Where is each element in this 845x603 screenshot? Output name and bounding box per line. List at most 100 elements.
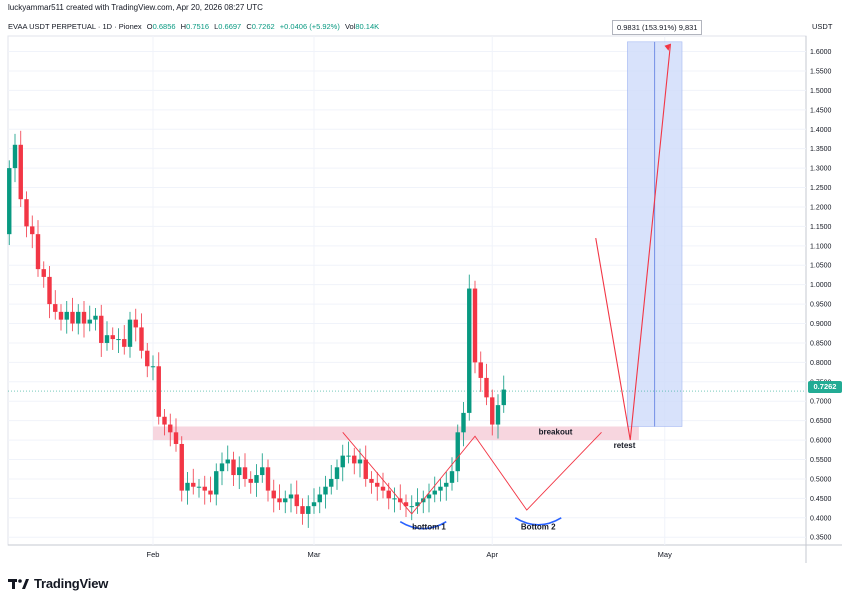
close-value: 0.7262	[251, 22, 275, 31]
symbol-legend: EVAA USDT PERPETUAL · 1D · Pionex O0.685…	[8, 22, 379, 31]
candle-body	[409, 506, 414, 508]
candle-body	[363, 459, 368, 479]
candle-body	[104, 335, 110, 343]
candle-body	[472, 288, 478, 363]
candle-body	[288, 494, 294, 499]
candle-body	[225, 459, 230, 464]
candle-body	[145, 350, 150, 367]
y-tick-label: 1.6000	[810, 49, 832, 56]
resistance-zone	[153, 426, 639, 441]
projection-label: 0.9831 (153.91%) 9,831	[612, 20, 703, 35]
candle-body	[323, 486, 328, 495]
candle-body	[127, 319, 133, 347]
candle-body	[277, 498, 282, 503]
y-tick-label: 0.3500	[810, 535, 832, 542]
low-value: 0.6697	[218, 22, 242, 31]
tradingview-mark-icon	[8, 578, 29, 589]
symbol-title[interactable]: EVAA USDT PERPETUAL · 1D · Pionex	[8, 22, 142, 31]
y-tick-label: 1.2000	[810, 204, 832, 211]
candle-body	[173, 432, 179, 444]
candle-body	[53, 304, 58, 312]
y-tick-label: 1.0000	[810, 282, 832, 289]
candle-body	[70, 311, 75, 324]
candle-body	[403, 502, 409, 507]
candle-body	[300, 506, 305, 514]
candle-body	[340, 455, 345, 468]
y-tick-label: 1.3500	[810, 146, 832, 153]
candle-body	[202, 486, 207, 491]
plot-frame	[7, 35, 807, 546]
candle-body	[87, 319, 92, 324]
candle-body	[237, 467, 242, 476]
candle-body	[432, 490, 437, 495]
candle-body	[449, 471, 455, 483]
candle-body	[242, 467, 248, 479]
candle-body	[426, 494, 432, 499]
projection-line	[595, 43, 672, 441]
candle-body	[18, 144, 23, 200]
currency-label[interactable]: USDT	[812, 22, 833, 31]
candle-body	[7, 168, 12, 235]
candle-body	[196, 486, 202, 488]
candle-body	[116, 339, 121, 341]
candle-body	[380, 486, 386, 491]
candle-body	[208, 490, 213, 495]
candle-body	[64, 311, 69, 320]
chart-annotation: breakout	[539, 427, 573, 436]
y-tick-label: 0.5000	[810, 476, 832, 483]
candle-body	[76, 311, 81, 324]
candle-body	[99, 315, 104, 343]
y-tick-label: 0.4500	[810, 496, 832, 503]
candle-body	[478, 362, 483, 378]
y-tick-label: 1.1000	[810, 243, 832, 250]
y-tick-label: 1.0500	[810, 263, 832, 270]
candle-body	[283, 498, 288, 503]
candle-body	[168, 424, 173, 433]
bottom-arc	[514, 517, 562, 526]
x-tick-label: May	[658, 550, 672, 559]
candle-body	[495, 405, 501, 425]
candle-body	[214, 471, 219, 495]
candle-body	[12, 144, 18, 169]
y-tick-label: 0.7000	[810, 399, 832, 406]
chart-annotation: Bottom 2	[521, 522, 556, 531]
tradingview-wordmark: TradingView	[34, 576, 109, 591]
candle-body	[248, 478, 253, 483]
tradingview-logo[interactable]: TradingView	[8, 576, 108, 591]
candle-body	[162, 416, 167, 425]
open-value: 0.6856	[152, 22, 176, 31]
candle-body	[271, 490, 276, 499]
open-label: O	[146, 22, 153, 31]
candle-body	[110, 335, 115, 340]
candle-body	[329, 478, 334, 487]
candle-body	[444, 482, 449, 487]
y-tick-label: 1.1500	[810, 224, 832, 231]
candle-body	[30, 226, 35, 235]
candle-body	[357, 459, 363, 464]
last-price-tag: 0.7262	[808, 381, 842, 393]
y-tick-label: 0.4000	[810, 515, 832, 522]
candle-body	[24, 199, 29, 227]
candle-body	[47, 276, 52, 305]
candle-body	[185, 482, 190, 491]
y-tick-label: 1.4500	[810, 107, 832, 114]
volume-value: 80.14K	[355, 22, 380, 31]
bottom-arc	[399, 521, 447, 530]
y-tick-label: 1.4000	[810, 127, 832, 134]
candle-body	[139, 327, 144, 351]
y-tick-label: 0.8000	[810, 360, 832, 367]
candle-body	[156, 366, 161, 417]
candle-body	[415, 502, 420, 507]
candle-body	[191, 482, 196, 487]
y-tick-label: 1.2500	[810, 185, 832, 192]
candle-body	[260, 467, 265, 476]
x-tick-label: Feb	[147, 550, 160, 559]
y-tick-label: 0.8500	[810, 340, 832, 347]
candle-body	[231, 459, 236, 476]
high-label: H	[180, 22, 187, 31]
candle-body	[150, 366, 156, 368]
candle-body	[438, 486, 443, 491]
candle-body	[369, 478, 374, 483]
candle-body	[455, 432, 460, 472]
